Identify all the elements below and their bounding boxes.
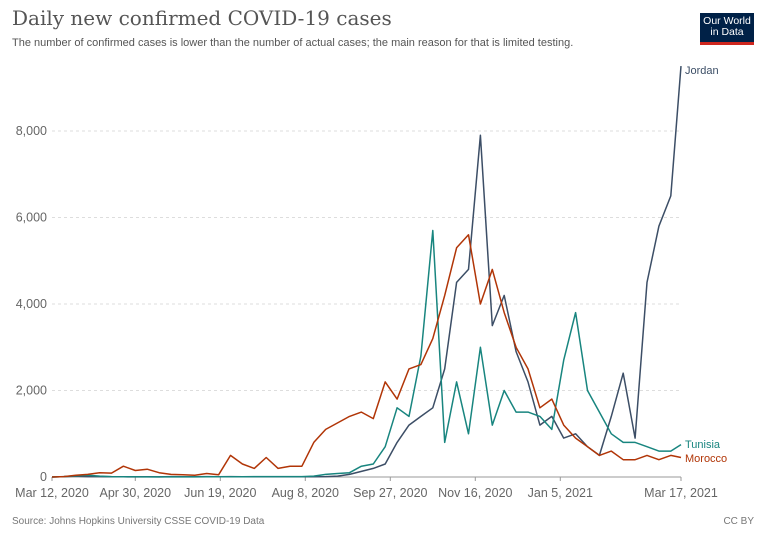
y-tick-label: 2,000 [16,384,47,398]
series-label-tunisia[interactable]: Tunisia [685,439,721,451]
y-axis-ticks: 0 2,000 4,000 6,000 8,000 [16,124,47,484]
x-tick-label: Nov 16, 2020 [438,486,512,500]
x-tick-label: Sep 27, 2020 [353,486,427,500]
x-tick-label: Aug 8, 2020 [272,486,339,500]
series-lines [51,66,682,478]
y-tick-label: 0 [40,470,47,484]
y-tick-label: 6,000 [16,211,47,225]
y-tick-label: 8,000 [16,124,47,138]
x-axis-ticks: Mar 12, 2020 Apr 30, 2020 Jun 19, 2020 Aug … [15,477,718,500]
x-tick-label: Jun 19, 2020 [184,486,256,500]
series-label-jordan[interactable]: Jordan [685,65,719,77]
series-line-tunisia[interactable] [51,229,682,478]
series-line-morocco[interactable] [51,234,682,478]
y-tick-label: 4,000 [16,297,47,311]
gridlines [52,130,681,478]
x-tick-label: Mar 17, 2021 [644,486,718,500]
series-labels: Jordan Tunisia Morocco [685,65,727,465]
source-note: Source: Johns Hopkins University CSSE CO… [12,516,265,527]
x-tick-label: Jan 5, 2021 [528,486,593,500]
chart-title: Daily new confirmed COVID-19 cases [12,6,392,30]
logo-text: Our World in Data [703,15,751,38]
series-label-morocco[interactable]: Morocco [685,453,727,465]
license-link[interactable]: CC BY [723,516,754,527]
x-tick-label: Mar 12, 2020 [15,486,89,500]
owid-logo[interactable]: Our World in Data [700,13,754,45]
x-tick-label: Apr 30, 2020 [100,486,172,500]
chart-subtitle: The number of confirmed cases is lower t… [12,37,574,49]
